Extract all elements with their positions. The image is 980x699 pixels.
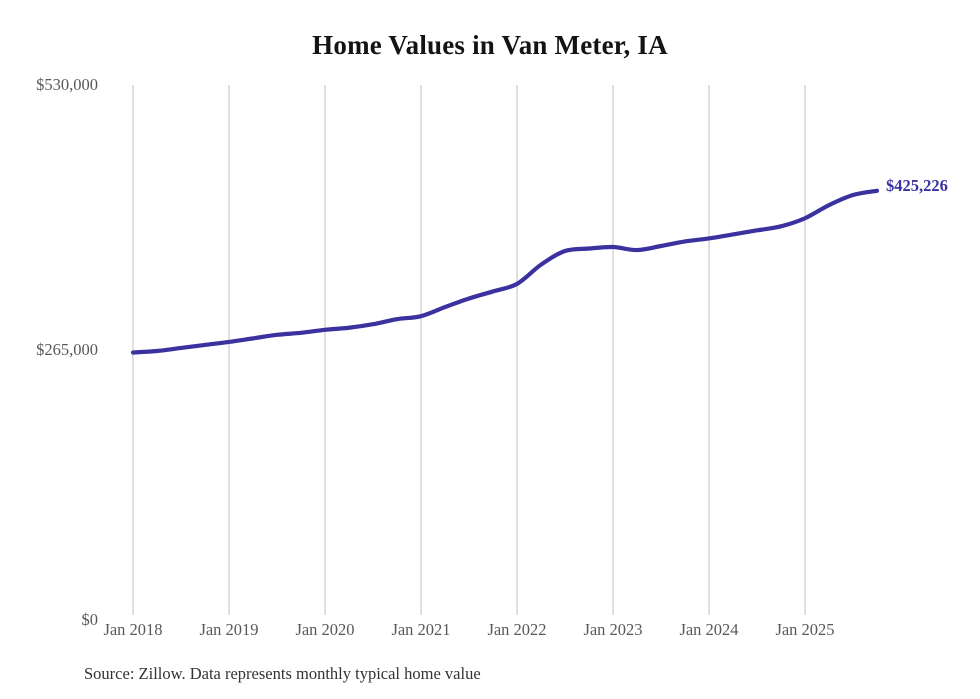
x-axis-tick-jan-2021: Jan 2021	[391, 620, 451, 639]
source-note: Source: Zillow. Data represents monthly …	[84, 664, 481, 683]
y-axis-label-zero: $0	[81, 610, 99, 629]
x-axis-tick-jan-2020: Jan 2020	[295, 620, 355, 639]
x-axis-tick-jan-2024: Jan 2024	[679, 620, 739, 639]
page-title: Home Values in Van Meter, IA	[312, 30, 668, 60]
last-value-annotation: $425,226	[886, 176, 948, 195]
y-axis-label-mid: $265,000	[36, 340, 98, 359]
x-axis-tick-jan-2018: Jan 2018	[103, 620, 163, 639]
x-axis-tick-jan-2023: Jan 2023	[583, 620, 643, 639]
x-axis-tick-jan-2025: Jan 2025	[775, 620, 835, 639]
home-value-series-line	[130, 188, 880, 355]
x-axis-tick-jan-2019: Jan 2019	[199, 620, 259, 639]
gridlines	[132, 85, 806, 615]
x-axis-tick-jan-2022: Jan 2022	[487, 620, 547, 639]
y-axis-label-top: $530,000	[36, 75, 98, 94]
